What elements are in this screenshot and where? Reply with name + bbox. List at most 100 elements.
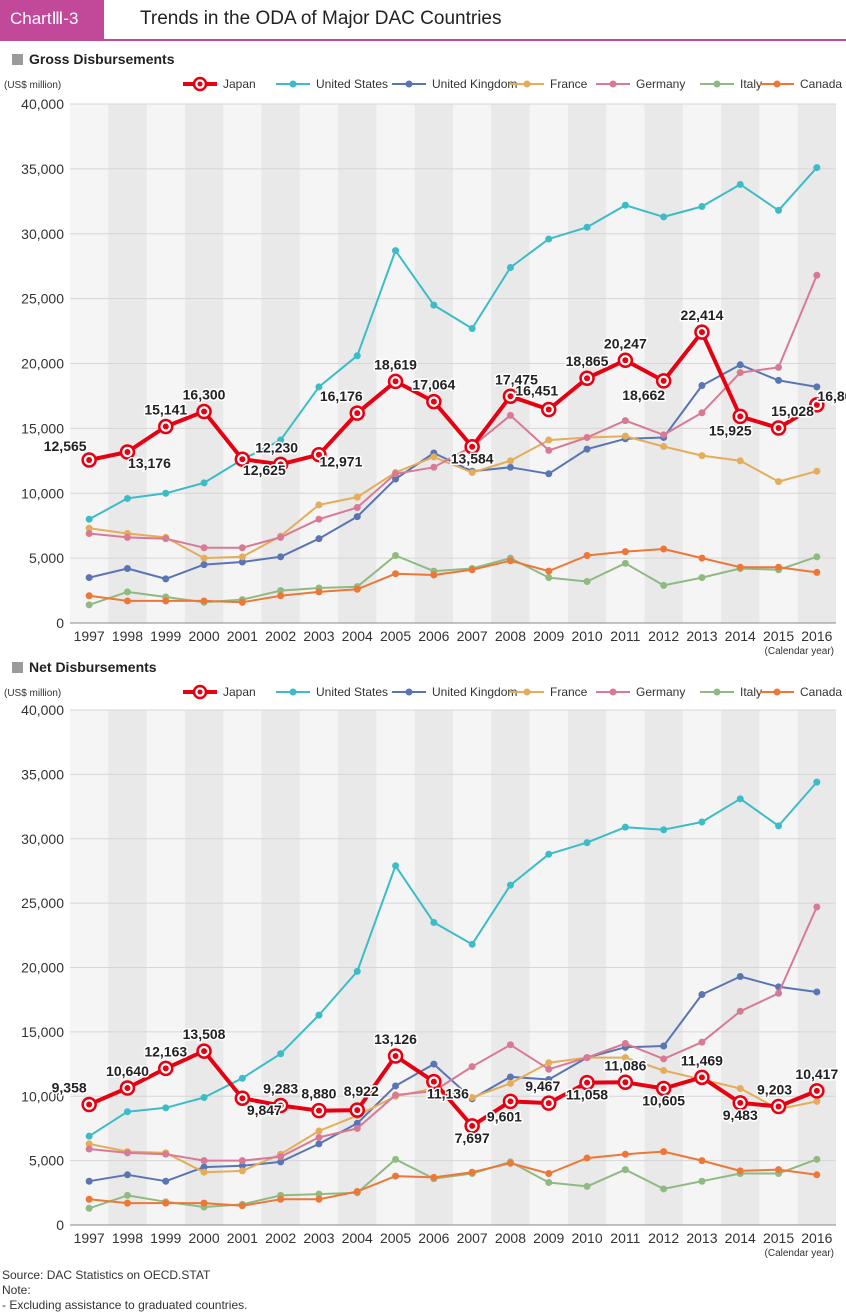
data-point-germany — [506, 1041, 514, 1049]
data-point-france — [813, 467, 821, 475]
square-bullet-icon — [12, 54, 23, 65]
data-point-germany — [736, 369, 744, 377]
legend-marker-france — [523, 688, 531, 696]
data-point-italy — [392, 552, 400, 560]
data-label-japan: 11,136 — [427, 1086, 469, 1102]
data-point-canada — [583, 1154, 591, 1162]
data-point-japan-dot — [584, 1079, 591, 1086]
x-tick-label: 1999 — [150, 1230, 181, 1246]
data-point-united-kingdom — [392, 1082, 400, 1090]
data-point-japan-dot — [507, 393, 514, 400]
data-point-united-states — [238, 1074, 246, 1082]
data-point-japan-dot — [545, 406, 552, 413]
data-point-germany — [238, 544, 246, 552]
data-point-japan-dot — [469, 443, 476, 450]
data-point-canada — [200, 1199, 208, 1207]
x-tick-label: 2005 — [380, 1230, 411, 1246]
chart-header: ChartⅢ-3 Trends in the ODA of Major DAC … — [0, 0, 846, 41]
data-point-united-kingdom — [162, 575, 170, 583]
legend-marker-france — [523, 80, 531, 88]
data-point-united-kingdom — [238, 558, 246, 566]
data-point-united-states — [583, 223, 591, 231]
data-point-united-kingdom — [506, 1073, 514, 1081]
data-point-japan-dot — [622, 1079, 629, 1086]
data-point-united-kingdom — [238, 1162, 246, 1170]
data-point-canada — [660, 545, 668, 553]
data-point-united-kingdom — [698, 382, 706, 390]
data-point-france — [660, 443, 668, 451]
data-point-germany — [698, 1038, 706, 1046]
data-point-germany — [315, 1133, 323, 1141]
data-point-france — [315, 1127, 323, 1135]
data-label-japan: 16,300 — [183, 387, 226, 403]
data-point-germany — [775, 363, 783, 371]
data-point-canada — [315, 588, 323, 596]
x-tick-label: 2006 — [418, 628, 449, 644]
data-point-united-kingdom — [660, 1042, 668, 1050]
data-label-japan: 20,247 — [604, 335, 647, 351]
series-line-canada — [89, 1150, 817, 1207]
square-bullet-icon — [12, 662, 23, 673]
data-point-canada — [660, 1148, 668, 1156]
y-tick-label: 10,000 — [21, 485, 64, 501]
y-tick-label: 25,000 — [21, 291, 64, 307]
data-label-japan: 10,417 — [795, 1066, 838, 1082]
data-point-united-states — [162, 1104, 170, 1112]
data-point-canada — [736, 563, 744, 571]
data-point-france — [85, 524, 93, 532]
x-tick-label: 2007 — [457, 628, 488, 644]
x-tick-label: 2000 — [188, 1230, 219, 1246]
data-label-japan: 9,601 — [487, 1108, 522, 1124]
data-point-united-kingdom — [545, 470, 553, 478]
data-point-united-states — [200, 1094, 208, 1102]
x-tick-label: 1997 — [74, 1230, 105, 1246]
data-point-canada — [392, 570, 400, 578]
data-point-germany — [583, 1054, 591, 1062]
data-point-japan-dot — [660, 377, 667, 384]
data-label-japan: 11,086 — [604, 1057, 646, 1073]
x-tick-label: 2011 — [610, 1230, 640, 1246]
data-label-japan: 16,808 — [817, 388, 846, 404]
data-label-japan: 8,922 — [344, 1083, 379, 1099]
data-point-italy — [621, 1166, 629, 1174]
data-point-united-states — [85, 515, 93, 523]
data-point-japan-dot — [430, 1078, 437, 1085]
data-point-france — [353, 493, 361, 501]
data-point-united-states — [775, 206, 783, 214]
data-point-japan-dot — [392, 378, 399, 385]
data-point-france — [200, 554, 208, 562]
data-label-japan: 7,697 — [455, 1130, 490, 1146]
x-tick-label: 2015 — [763, 628, 794, 644]
y-tick-label: 0 — [56, 615, 64, 631]
data-point-japan-dot — [775, 1103, 782, 1110]
legend-marker-united-states — [289, 80, 297, 88]
legend-label-united-states: United States — [316, 77, 388, 91]
data-point-canada — [353, 1188, 361, 1196]
legend-label-united-kingdom: United Kingdom — [432, 77, 517, 91]
data-point-france — [430, 453, 438, 461]
data-point-united-states — [698, 203, 706, 211]
data-point-japan-dot — [86, 1101, 93, 1108]
data-point-united-kingdom — [583, 445, 591, 453]
data-label-japan: 16,176 — [320, 388, 363, 404]
note-label: Note: — [2, 1283, 31, 1297]
legend-label-united-kingdom: United Kingdom — [432, 685, 517, 699]
legend-marker-italy — [713, 80, 721, 88]
x-tick-label: 2004 — [342, 628, 373, 644]
data-label-japan: 9,358 — [52, 1080, 87, 1096]
data-point-germany — [353, 504, 361, 512]
data-point-united-kingdom — [736, 973, 744, 981]
data-point-japan-dot — [545, 1100, 552, 1107]
y-tick-label: 30,000 — [21, 831, 64, 847]
data-point-france — [621, 1054, 629, 1062]
data-label-japan: 12,971 — [320, 454, 363, 470]
data-label-japan: 12,565 — [44, 438, 87, 454]
data-point-united-states — [660, 213, 668, 221]
data-point-germany — [200, 544, 208, 552]
data-point-france — [468, 468, 476, 476]
data-point-france — [698, 452, 706, 460]
data-point-germany — [545, 446, 553, 454]
data-point-italy — [85, 1204, 93, 1212]
data-point-japan-dot — [507, 1098, 514, 1105]
data-point-canada — [506, 1159, 514, 1167]
